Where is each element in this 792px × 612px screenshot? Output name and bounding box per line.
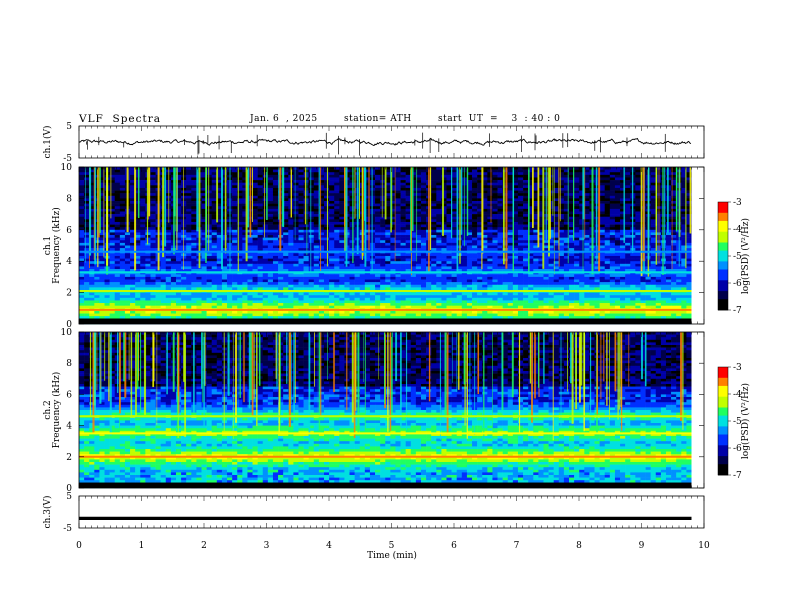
ch1-spectrogram-ytick-label: 10 (61, 163, 73, 173)
ch2-colorbar-label: log(PSD) (V²/Hz) (740, 383, 751, 459)
ch1-spectrogram-ytick-label: 2 (66, 289, 72, 299)
x-tick-label: 2 (201, 541, 207, 551)
ch2-colorbar-tick-label: -4 (733, 390, 742, 400)
x-tick-label: 7 (514, 541, 520, 551)
ch2-spectrogram-ytick-label: 4 (66, 422, 72, 432)
ch3-time-series-panel: 5 -5 ch.3(V) 0 1 2 3 4 5 6 7 8 9 10 Time (min) (42, 492, 710, 561)
ch2-spectrogram-ytick-label: 10 (61, 328, 73, 338)
ch2-spectrogram-ylabel-frequency: Frequency (kHz) (51, 372, 62, 449)
ch1-colorbar-tick-label: -7 (733, 306, 742, 316)
x-tick-label: 10 (698, 541, 710, 551)
ch1-spectrogram-ylabel-frequency: Frequency (kHz) (51, 207, 62, 284)
x-tick-label: 3 (264, 541, 270, 551)
x-tick-label: 6 (451, 541, 457, 551)
ch1-colorbar: -3 -4 -5 -6 -7 log(PSD) (V²/Hz) (717, 198, 751, 316)
ch1-colorbar-label: log(PSD) (V²/Hz) (740, 218, 751, 294)
ch3-ylabel: ch.3(V) (42, 496, 53, 529)
ch2-spectrogram-low-band (79, 482, 692, 488)
ch2-colorbar-tick-label: -5 (733, 417, 742, 427)
ch1-spectrogram-ytick-label: 4 (66, 257, 72, 267)
ch1-colorbar-tick-label: -4 (733, 225, 742, 235)
ch1-spectrogram-low-band (79, 318, 692, 324)
ch1-spectrogram-ytick-label: 8 (66, 194, 72, 204)
ch3-ytick-label: 5 (66, 492, 72, 502)
ch1-colorbar-tick-label: -6 (733, 279, 742, 289)
ch2-spectrogram-panel: 0 2 4 6 8 10 ch.2 Frequency (kHz) (43, 328, 705, 494)
ch1-colorbar-tick-label: -3 (733, 198, 742, 208)
ch1-spectrogram-panel: 0 2 4 6 8 10 ch.1 Frequency (kHz) (43, 163, 705, 330)
ch2-spectrogram-ytick-label: 2 (66, 453, 72, 463)
x-tick-label: 0 (76, 541, 82, 551)
ch1-ylabel: ch.1(V) (42, 126, 53, 159)
ch2-spectrogram-ylabel-channel: ch.2 (43, 400, 53, 419)
x-tick-label: 9 (639, 541, 645, 551)
ch1-colorbar-tick-label: -5 (733, 252, 742, 262)
ch1-ytick-label: -5 (63, 154, 72, 164)
ch1-ytick-label: 5 (66, 122, 72, 132)
ch2-spectrogram-ytick-label: 0 (66, 484, 72, 494)
ch2-colorbar-tick-label: -3 (733, 363, 742, 373)
ch1-time-series-panel: 5 -5 ch.1(V) (42, 122, 705, 164)
x-tick-label: 4 (326, 541, 332, 551)
ch2-colorbar-tick-label: -7 (733, 471, 742, 481)
x-tick-label: 8 (576, 541, 582, 551)
ch1-spectrogram-ylabel-channel: ch.1 (43, 236, 53, 255)
ch1-trace (78, 137, 692, 146)
ch1-spectrogram-ytick-label: 6 (66, 226, 72, 236)
x-tick-label: 5 (389, 541, 395, 551)
ch1-spectrogram-ytick-label: 0 (66, 320, 72, 330)
ch3-ytick-label: -5 (63, 524, 72, 534)
start-time-label: start UT = 3 : 40 : 0 (438, 114, 561, 124)
figure-title: VLF Spectra (79, 113, 162, 125)
ch2-spectrogram-ytick-label: 8 (66, 359, 72, 369)
date-label: Jan. 6 , 2025 (250, 114, 318, 124)
x-tick-label: 1 (139, 541, 145, 551)
x-axis-label: Time (min) (367, 550, 417, 561)
ch2-spectrogram-ytick-label: 6 (66, 390, 72, 400)
ch2-colorbar: -3 -4 -5 -6 -7 log(PSD) (V²/Hz) (717, 363, 751, 481)
station-label: station= ATH (344, 114, 412, 124)
ch2-colorbar-tick-label: -6 (733, 444, 742, 454)
